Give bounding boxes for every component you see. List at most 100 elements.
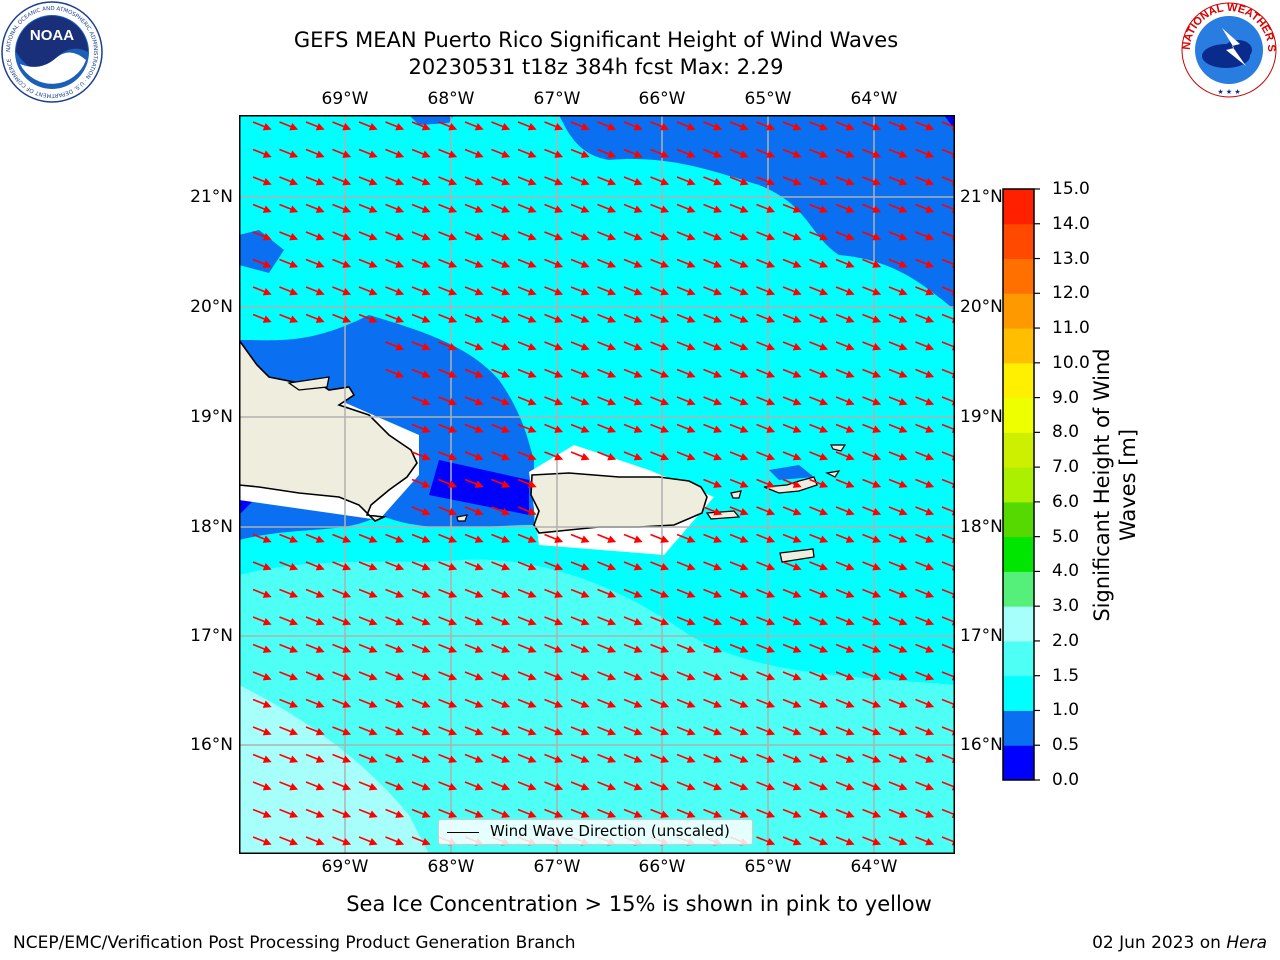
wind-arrow (623, 368, 643, 378)
wind-arrow (756, 671, 776, 681)
wind-arrow (252, 258, 272, 268)
wind-arrow (358, 616, 378, 626)
wind-arrow (517, 176, 537, 186)
wind-arrow (544, 671, 564, 681)
wind-arrow (888, 533, 908, 543)
wind-arrow (650, 313, 670, 323)
colorbar-bin (1003, 606, 1034, 642)
wind-arrow (703, 396, 723, 406)
wind-arrow (305, 781, 325, 791)
wind-arrow (464, 478, 484, 488)
wind-arrow (305, 313, 325, 323)
wind-arrow (570, 341, 590, 351)
wind-arrow (650, 616, 670, 626)
wind-arrow (703, 671, 723, 681)
wind-arrow (623, 148, 643, 158)
wind-arrow (332, 148, 352, 158)
colorbar-tick-label: 11.0 (1052, 318, 1090, 339)
wind-arrow (464, 451, 484, 461)
wind-arrow (623, 588, 643, 598)
lat-label-left: 16°N (190, 735, 233, 755)
wind-arrow (411, 533, 431, 543)
wind-arrow (517, 258, 537, 268)
wind-arrow (491, 423, 511, 433)
colorbar-tick-label: 0.5 (1052, 735, 1080, 756)
wind-arrow (358, 148, 378, 158)
wind-arrow (597, 313, 617, 323)
wind-arrow (729, 781, 749, 791)
wind-arrow (305, 643, 325, 653)
wind-arrow (756, 313, 776, 323)
wind-arrow (782, 341, 802, 351)
wind-arrow (756, 203, 776, 213)
wind-arrow (729, 478, 749, 488)
wind-arrow (703, 258, 723, 268)
lat-label-left: 17°N (190, 626, 233, 646)
wind-arrow (915, 313, 935, 323)
wind-arrow (305, 121, 325, 131)
wind-arrow (332, 836, 352, 846)
wind-arrow (332, 286, 352, 296)
wind-arrow (756, 176, 776, 186)
colorbar-tick-label: 10.0 (1052, 352, 1090, 373)
wind-arrow (305, 616, 325, 626)
nws-logo: NATIONAL WEATHER SERVICE ★ ★ ★ (1178, 0, 1277, 98)
wind-arrow (915, 561, 935, 571)
wind-arrow (544, 643, 564, 653)
wind-arrow (835, 808, 855, 818)
wind-arrow (385, 231, 405, 241)
wind-arrow (544, 258, 564, 268)
wind-arrow (597, 368, 617, 378)
wind-arrow (411, 643, 431, 653)
wind-arrow (650, 423, 670, 433)
wind-arrow (332, 671, 352, 681)
wind-arrow (570, 396, 590, 406)
wind-arrow (411, 671, 431, 681)
wind-arrow (835, 478, 855, 488)
wind-arrow (438, 148, 458, 158)
wind-arrow (438, 533, 458, 543)
wind-arrow (491, 808, 511, 818)
colorbar-bin (1003, 362, 1034, 399)
wind-arrow (517, 561, 537, 571)
wind-arrow (438, 423, 458, 433)
wind-arrow (729, 368, 749, 378)
wind-arrow (915, 836, 935, 846)
wind-arrow (438, 341, 458, 351)
wind-arrow (650, 203, 670, 213)
wind-arrow (756, 561, 776, 571)
wind-arrow (650, 698, 670, 708)
wind-arrow (650, 561, 670, 571)
wind-arrow (491, 671, 511, 681)
wind-arrow (729, 396, 749, 406)
wind-arrow (597, 258, 617, 268)
colorbar-bin (1003, 293, 1034, 329)
wind-arrow (915, 726, 935, 736)
wind-arrow (385, 808, 405, 818)
wind-arrow (782, 836, 802, 846)
wind-arrow (888, 808, 908, 818)
wind-arrow (915, 781, 935, 791)
wind-arrow (809, 561, 829, 571)
wind-arrow (756, 341, 776, 351)
wind-arrow (835, 533, 855, 543)
wind-arrow (491, 588, 511, 598)
wind-arrow (385, 561, 405, 571)
wind-arrow (438, 176, 458, 186)
wind-arrow (279, 616, 299, 626)
wind-arrow (703, 753, 723, 763)
wind-arrow (703, 808, 723, 818)
colorbar-tick-label: 1.5 (1052, 665, 1080, 686)
wind-arrow (809, 726, 829, 736)
wind-arrow (729, 286, 749, 296)
wind-arrow (544, 753, 564, 763)
wind-arrow (544, 203, 564, 213)
wind-arrow (252, 726, 272, 736)
wind-arrow (385, 836, 405, 846)
wind-arrow (915, 616, 935, 626)
wind-arrow (517, 588, 537, 598)
wind-arrow (517, 478, 537, 488)
wind-arrow (491, 203, 511, 213)
wind-arrow (729, 533, 749, 543)
wind-arrow (703, 313, 723, 323)
